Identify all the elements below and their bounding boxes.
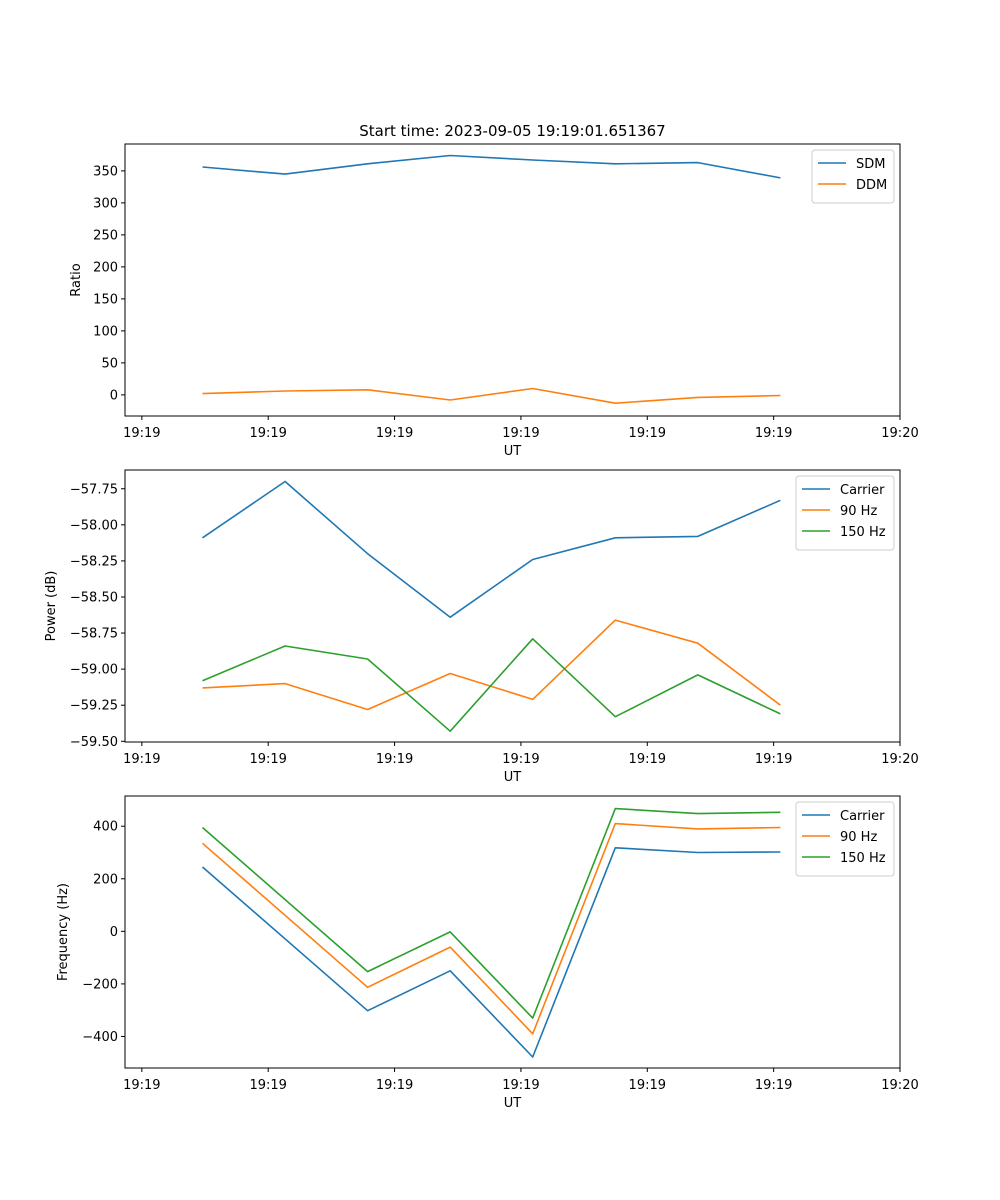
y-tick-label: −400: [82, 1030, 118, 1045]
series-line-sdm: [202, 154, 781, 179]
y-tick-label: −58.75: [70, 627, 118, 642]
legend-label: 150 Hz: [840, 851, 886, 866]
y-tick-label: 0: [110, 925, 118, 940]
series-line-150-hz: [202, 637, 781, 733]
y-tick-label: 200: [93, 872, 118, 887]
x-tick-label: 19:19: [502, 752, 539, 767]
legend: SDM DDM: [811, 149, 895, 204]
y-tick-label: −57.75: [70, 482, 118, 497]
series-line-carrier: [201, 846, 781, 1058]
y-tick-label: −200: [82, 977, 118, 992]
plot-frame: [124, 469, 901, 743]
legend-label: 150 Hz: [840, 525, 886, 540]
y-tick-label: −59.25: [70, 699, 118, 714]
y-tick-label: 300: [93, 196, 118, 211]
series-line-90-hz: [201, 822, 781, 1035]
y-tick-label: 0: [110, 388, 118, 403]
chart-title: Start time: 2023-09-05 19:19:01.651367: [359, 122, 665, 140]
y-axis-label: Power (dB): [44, 571, 59, 642]
legend-label: SDM: [856, 157, 885, 172]
plot-frame: [124, 795, 901, 1069]
y-tick-label: −59.00: [70, 663, 118, 678]
series-line-carrier: [202, 480, 781, 619]
legend-label: DDM: [856, 178, 887, 193]
x-tick-label: 19:19: [502, 426, 539, 441]
y-tick-label: 150: [93, 292, 118, 307]
y-tick-label: 400: [93, 820, 118, 835]
legend: Carrier 90 Hz 150 Hz: [795, 801, 895, 877]
series-line-150-hz: [201, 807, 781, 1019]
x-tick-label: 19:19: [249, 1078, 286, 1093]
x-tick-label: 19:19: [123, 426, 160, 441]
y-tick-label: −58.50: [70, 590, 118, 605]
x-tick-label: 19:19: [123, 1078, 160, 1093]
x-tick-label: 19:19: [629, 426, 666, 441]
x-tick-label: 19:19: [755, 1078, 792, 1093]
x-tick-label: 19:19: [376, 1078, 413, 1093]
x-axis-label: UT: [504, 1096, 522, 1111]
y-tick-label: −59.50: [70, 735, 118, 750]
subplot-3: 19:19 19:19 19:19 19:19 19:19 19:19 19:20 −400 −…: [56, 795, 919, 1111]
y-tick-label: 200: [93, 260, 118, 275]
legend-label: 90 Hz: [840, 504, 877, 519]
y-tick-label: 250: [93, 228, 118, 243]
x-tick-label: 19:20: [881, 426, 918, 441]
x-tick-label: 19:19: [376, 752, 413, 767]
plot-frame: [124, 143, 901, 417]
x-tick-label: 19:19: [502, 1078, 539, 1093]
x-tick-label: 19:19: [755, 752, 792, 767]
subplot-1: Start time: 2023-09-05 19:19:01.651367 19…: [69, 122, 919, 459]
x-axis-label: UT: [504, 770, 522, 785]
x-tick-label: 19:19: [755, 426, 792, 441]
y-tick-label: −58.00: [70, 518, 118, 533]
x-tick-label: 19:19: [249, 426, 286, 441]
x-tick-label: 19:19: [249, 752, 286, 767]
legend-label: Carrier: [840, 483, 885, 498]
legend: Carrier 90 Hz 150 Hz: [795, 475, 895, 551]
y-tick-label: −58.25: [70, 554, 118, 569]
x-axis-label: UT: [504, 444, 522, 459]
series-line-90-hz: [202, 619, 781, 711]
legend-label: Carrier: [840, 809, 885, 824]
y-tick-label: 350: [93, 164, 118, 179]
legend-label: 90 Hz: [840, 830, 877, 845]
y-tick-label: 100: [93, 324, 118, 339]
x-tick-label: 19:19: [629, 752, 666, 767]
y-tick-label: 50: [101, 356, 118, 371]
x-tick-label: 19:20: [881, 752, 918, 767]
x-tick-label: 19:19: [123, 752, 160, 767]
subplot-2: 19:19 19:19 19:19 19:19 19:19 19:19 19:20 −59.5…: [44, 469, 919, 785]
y-axis-label: Frequency (Hz): [56, 883, 71, 981]
x-tick-label: 19:19: [629, 1078, 666, 1093]
x-tick-label: 19:19: [376, 426, 413, 441]
y-axis-label: Ratio: [69, 263, 84, 296]
x-tick-label: 19:20: [881, 1078, 918, 1093]
series-line-ddm: [202, 387, 781, 405]
